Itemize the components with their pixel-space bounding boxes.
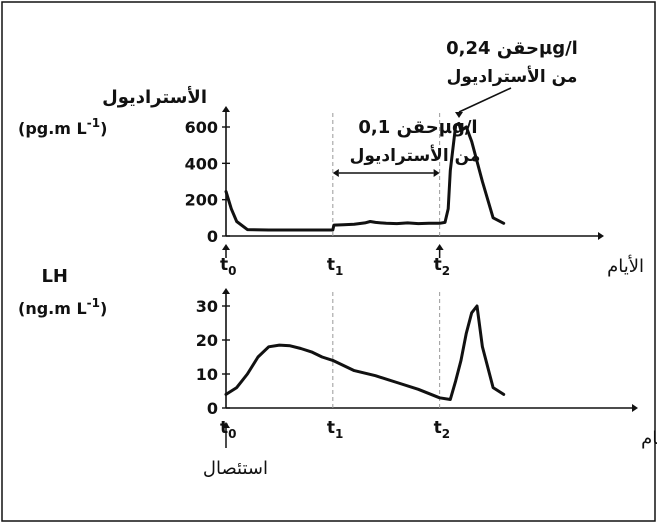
- y-tick-label: 600: [185, 118, 218, 137]
- range-arrow-right: [433, 169, 440, 177]
- ablation-arrow-head: [222, 422, 230, 428]
- y-unit-suffix: ): [100, 119, 107, 138]
- y-tick-label: 30: [196, 297, 218, 316]
- y-tick-label: 0: [207, 227, 218, 246]
- annotation-injection-1-line2: من الأستراديول: [350, 145, 481, 166]
- y-axis-label-line1: LH: [41, 266, 68, 287]
- chart-panel-lh: 0102030t0t1t2الأيامLH(ng.m L-1)استئصال: [18, 266, 657, 479]
- y-unit-exponent: -1: [87, 296, 100, 310]
- x-tick-label: t1: [327, 418, 344, 441]
- x-tick-label-main: t: [327, 255, 335, 275]
- x-tick-label-sub: 2: [442, 264, 450, 278]
- y-axis-label-line1: الأستراديول: [102, 86, 207, 108]
- range-arrow-left: [332, 169, 339, 177]
- x-axis-arrow: [632, 404, 638, 412]
- x-axis-label: الأيام: [641, 427, 657, 449]
- y-unit-suffix: ): [100, 299, 107, 318]
- x-tick-label-main: t: [434, 418, 442, 438]
- x-tick-label-sub: 0: [228, 264, 236, 278]
- y-unit-prefix: (pg.m L: [18, 119, 87, 138]
- x-tick-label-main: t: [434, 255, 442, 275]
- y-unit-exponent: -1: [87, 116, 100, 130]
- x-axis-label: الأيام: [607, 255, 644, 277]
- annotation-injection-1-line1: حقن 0,1µg/l: [358, 117, 477, 138]
- x-tick-label-main: t: [220, 255, 228, 275]
- y-tick-label: 20: [196, 331, 218, 350]
- series-line: [224, 304, 506, 401]
- x-tick-label: t2: [434, 418, 451, 441]
- annotation-ablation: استئصال: [203, 458, 268, 479]
- y-tick-label: 200: [185, 191, 218, 210]
- y-tick-label: 0: [207, 399, 218, 418]
- x-tick-label-sub: 1: [335, 427, 343, 441]
- y-axis-arrow: [222, 106, 230, 112]
- x-tick-label-main: t: [327, 418, 335, 438]
- y-tick-label: 400: [185, 154, 218, 173]
- x-tick-label: t0: [220, 255, 237, 278]
- t2-up-arrow: [435, 244, 444, 250]
- x-tick-label: t1: [327, 255, 344, 278]
- series-line: [224, 121, 506, 232]
- injection-2-arrow-head: [455, 112, 464, 118]
- annotation-injection-2-line2: من الأستراديول: [447, 66, 578, 87]
- x-tick-label-sub: 0: [228, 427, 236, 441]
- y-unit-prefix: (ng.m L: [18, 299, 87, 318]
- annotation-injection-2-line1: حقن 0,24µg/l: [446, 38, 578, 59]
- x-axis-arrow: [598, 232, 604, 240]
- t0-up-arrow: [222, 244, 230, 250]
- x-tick-label: t2: [434, 255, 451, 278]
- x-tick-label-sub: 2: [442, 427, 450, 441]
- y-axis-label-line2: (pg.m L-1): [18, 116, 107, 138]
- y-axis-arrow: [222, 288, 230, 294]
- x-tick-label-sub: 1: [335, 264, 343, 278]
- y-tick-label: 10: [196, 365, 218, 384]
- y-axis-label-line2: (ng.m L-1): [18, 296, 107, 318]
- injection-2-arrow-line: [458, 87, 512, 113]
